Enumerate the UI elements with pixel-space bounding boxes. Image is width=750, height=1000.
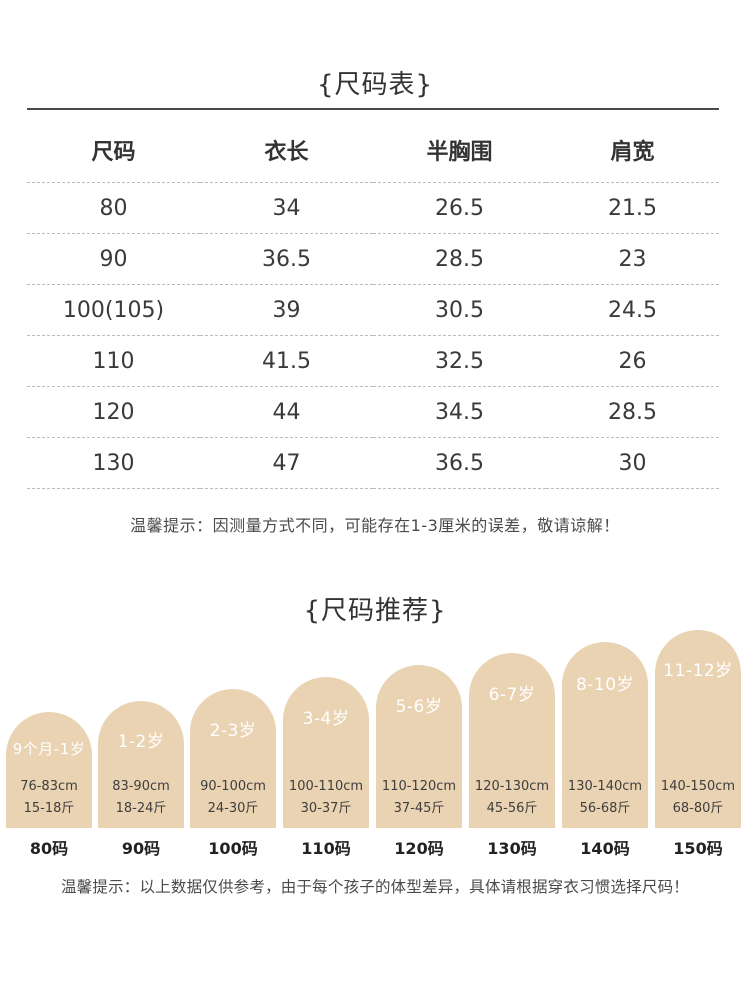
cell-size: 80: [27, 182, 200, 234]
cell-shoulder: 23: [546, 233, 719, 285]
recommendation-note: 温馨提示：以上数据仅供参考，由于每个孩子的体型差异，具体请根据穿衣习惯选择尺码！: [60, 878, 689, 896]
measurement-note: 温馨提示：因测量方式不同，可能存在1-3厘米的误差，敬请谅解！: [130, 516, 620, 535]
size-code-label: 110码: [301, 839, 351, 858]
cell-shoulder: 30: [546, 437, 719, 489]
cell-half-chest: 34.5: [373, 386, 546, 438]
size-code-label: 140码: [580, 839, 630, 858]
cell-length: 47: [200, 437, 373, 489]
card-weight: 45-56斤: [486, 801, 538, 816]
cell-half-chest: 36.5: [373, 437, 546, 489]
cell-size: 110: [27, 335, 200, 387]
size-card: 6-7岁 120-130cm 45-56斤: [469, 653, 555, 828]
card-height: 76-83cm: [20, 779, 78, 794]
card-weight: 24-30斤: [207, 801, 259, 816]
cell-length: 34: [200, 182, 373, 234]
card-height: 83-90cm: [112, 779, 170, 794]
cell-half-chest: 30.5: [373, 284, 546, 336]
card-weight: 37-45斤: [393, 801, 445, 816]
recommendation-title: {尺码推荐}: [303, 596, 447, 626]
size-chart-title: {尺码表}: [316, 70, 434, 100]
header-shoulder: 肩宽: [546, 118, 719, 183]
size-card: 8-10岁 130-140cm 56-68斤: [562, 642, 648, 828]
card-weight: 30-37斤: [300, 801, 352, 816]
size-code-label: 90码: [121, 839, 161, 858]
cell-shoulder: 21.5: [546, 182, 719, 234]
size-code-label: 80码: [29, 839, 69, 858]
cell-shoulder: 28.5: [546, 386, 719, 438]
size-code-label: 130码: [487, 839, 537, 858]
card-age: 5-6岁: [395, 697, 443, 717]
cell-size: 100(105): [27, 284, 200, 336]
card-age: 6-7岁: [488, 685, 536, 705]
table-header-row: 尺码 衣长 半胸围 肩宽: [27, 118, 719, 183]
table-row: 80 34 26.5 21.5: [27, 182, 719, 234]
card-age: 2-3岁: [209, 721, 257, 741]
size-code-label: 100码: [208, 839, 258, 858]
size-code-label: 120码: [394, 839, 444, 858]
card-age: 3-4岁: [302, 709, 350, 729]
size-card: 2-3岁 90-100cm 24-30斤: [190, 689, 276, 828]
card-height: 100-110cm: [288, 779, 364, 794]
cell-length: 44: [200, 386, 373, 438]
card-weight: 56-68斤: [579, 801, 631, 816]
table-row: 110 41.5 32.5 26: [27, 335, 719, 387]
size-code-label: 150码: [673, 839, 723, 858]
card-height: 130-140cm: [567, 779, 643, 794]
card-weight: 15-18斤: [23, 801, 75, 816]
cell-length: 39: [200, 284, 373, 336]
card-height: 120-130cm: [474, 779, 550, 794]
card-age: 1-2岁: [117, 732, 165, 752]
size-card: 3-4岁 100-110cm 30-37斤: [283, 677, 369, 828]
card-height: 140-150cm: [660, 779, 736, 794]
card-height: 110-120cm: [381, 779, 457, 794]
table-row: 130 47 36.5 30: [27, 437, 719, 489]
header-length: 衣长: [200, 118, 373, 183]
cell-size: 120: [27, 386, 200, 438]
cell-length: 36.5: [200, 233, 373, 285]
cell-size: 90: [27, 233, 200, 285]
header-size: 尺码: [27, 118, 200, 183]
cell-length: 41.5: [200, 335, 373, 387]
size-card: 1-2岁 83-90cm 18-24斤: [98, 701, 184, 828]
size-card: 11-12岁 140-150cm 68-80斤: [655, 630, 741, 828]
title-rule: [27, 108, 719, 110]
card-weight: 18-24斤: [115, 801, 167, 816]
size-card: 9个月-1岁 76-83cm 15-18斤: [6, 712, 92, 828]
cell-size: 130: [27, 437, 200, 489]
size-table: 尺码 衣长 半胸围 肩宽 80 34 26.5 21.5 90 36.5 28.…: [27, 118, 719, 489]
card-age: 9个月-1岁: [12, 740, 86, 758]
cell-half-chest: 26.5: [373, 182, 546, 234]
cell-half-chest: 28.5: [373, 233, 546, 285]
table-row: 120 44 34.5 28.5: [27, 386, 719, 438]
header-half-chest: 半胸围: [373, 118, 546, 183]
card-height: 90-100cm: [200, 779, 266, 794]
table-row: 100(105) 39 30.5 24.5: [27, 284, 719, 336]
card-age: 11-12岁: [663, 661, 733, 681]
table-row: 90 36.5 28.5 23: [27, 233, 719, 285]
card-weight: 68-80斤: [672, 801, 724, 816]
card-age: 8-10岁: [575, 675, 635, 695]
cell-half-chest: 32.5: [373, 335, 546, 387]
cell-shoulder: 24.5: [546, 284, 719, 336]
size-card: 5-6岁 110-120cm 37-45斤: [376, 665, 462, 828]
cell-shoulder: 26: [546, 335, 719, 387]
